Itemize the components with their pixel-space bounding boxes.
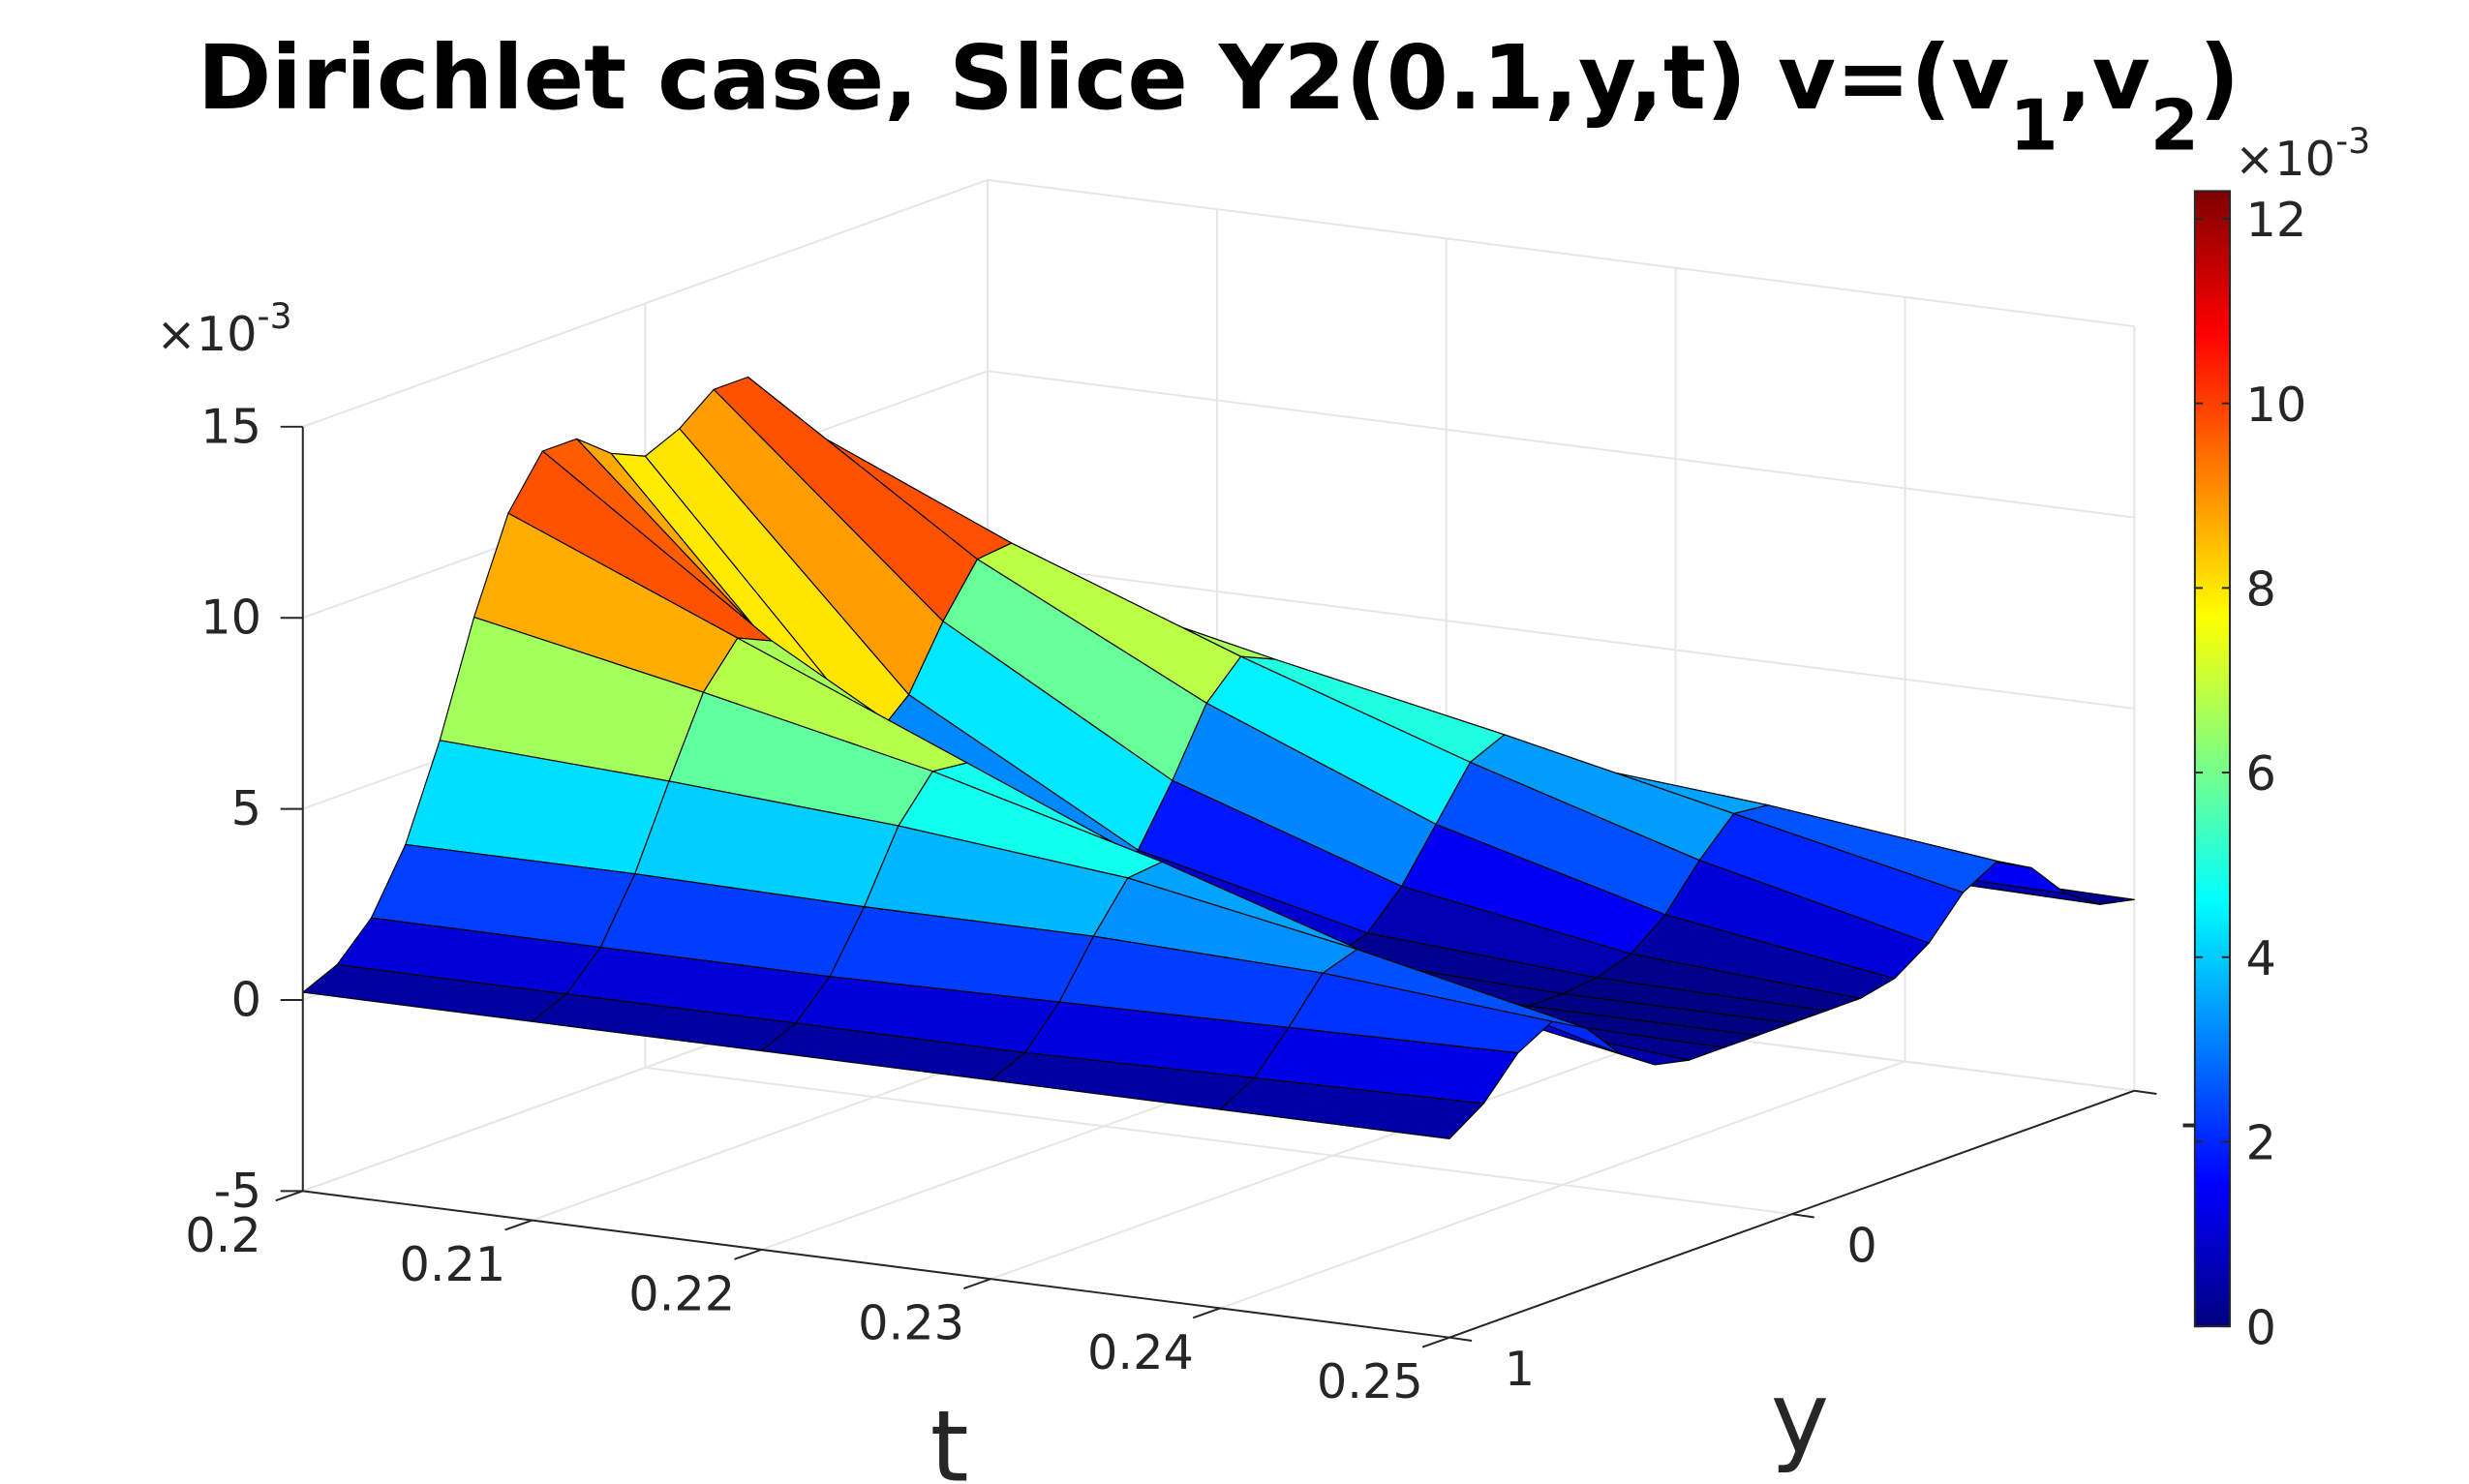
y-axis-label: y — [1771, 1361, 1829, 1476]
surface — [302, 376, 2135, 1139]
y-tick — [1791, 1213, 1814, 1219]
z-tick-label: -5 — [214, 1163, 261, 1219]
grid-line — [987, 178, 2135, 328]
colorbar-group: 0 2 4 6 8 10 12 — [2193, 190, 2306, 1355]
x-tick — [1192, 1307, 1221, 1319]
surface-patch — [1219, 1076, 1484, 1139]
z-exponent: ×10-3 — [156, 295, 291, 362]
colorbar-tick-label: 4 — [2245, 930, 2275, 986]
z-tick-label: 15 — [200, 398, 261, 454]
x-tick — [504, 1219, 533, 1231]
title-subscript: 1 — [2009, 86, 2058, 167]
x-tick-label: 0.25 — [1317, 1353, 1423, 1409]
z-exponent-power: -3 — [258, 295, 292, 337]
x-tick-label: 0.24 — [1087, 1324, 1194, 1380]
colorbar-tick-label: 8 — [2245, 560, 2275, 617]
colorbar-tick-label: 2 — [2245, 1115, 2275, 1171]
y-tick-label: 0 — [1846, 1218, 1876, 1274]
y-tick — [1448, 1336, 1473, 1342]
title-part: Dirichlet case, Slice Y2(0.1,y,t) v=(v — [198, 26, 2010, 130]
chart-title: Dirichlet case, Slice Y2(0.1,y,t) v=(v1,… — [198, 26, 2240, 167]
grid-line — [987, 370, 2135, 519]
title-subscript: 2 — [2150, 86, 2199, 167]
grid-line — [645, 1066, 1792, 1216]
title-part: ) — [2199, 26, 2240, 130]
colorbar-exponent-base: ×10 — [2235, 131, 2335, 187]
z-tick-label: 0 — [231, 971, 261, 1027]
colorbar-exponent: ×10-3 — [2235, 120, 2370, 187]
x-tick — [275, 1190, 304, 1202]
x-tick — [734, 1248, 762, 1260]
x-axis-label: t — [930, 1390, 969, 1484]
colorbar-exponent-power: -3 — [2335, 120, 2370, 162]
colorbar-tick-label: 0 — [2245, 1299, 2275, 1355]
y-tick-label: 1 — [1505, 1341, 1535, 1397]
z-exponent-base: ×10 — [156, 306, 257, 362]
title-part: ,v — [2058, 26, 2150, 130]
x-axis-line — [302, 1190, 1450, 1339]
x-tick — [1421, 1336, 1450, 1348]
colorbar — [2193, 190, 2232, 1328]
z-tick-label: 10 — [200, 590, 261, 646]
grid-line — [987, 560, 2135, 710]
y-tick — [2134, 1089, 2157, 1095]
colorbar-tick-label: 12 — [2245, 192, 2306, 248]
x-tick — [963, 1278, 991, 1289]
x-tick-label: 0.2 — [185, 1207, 260, 1263]
grid-line — [302, 178, 989, 428]
x-tick-label: 0.22 — [628, 1265, 735, 1321]
x-tick-label: 0.21 — [399, 1236, 505, 1292]
colorbar-tick-label: 6 — [2245, 745, 2275, 802]
x-tick-label: 0.23 — [858, 1295, 964, 1351]
z-tick-label: 5 — [231, 780, 261, 836]
colorbar-tick-label: 10 — [2245, 377, 2306, 433]
